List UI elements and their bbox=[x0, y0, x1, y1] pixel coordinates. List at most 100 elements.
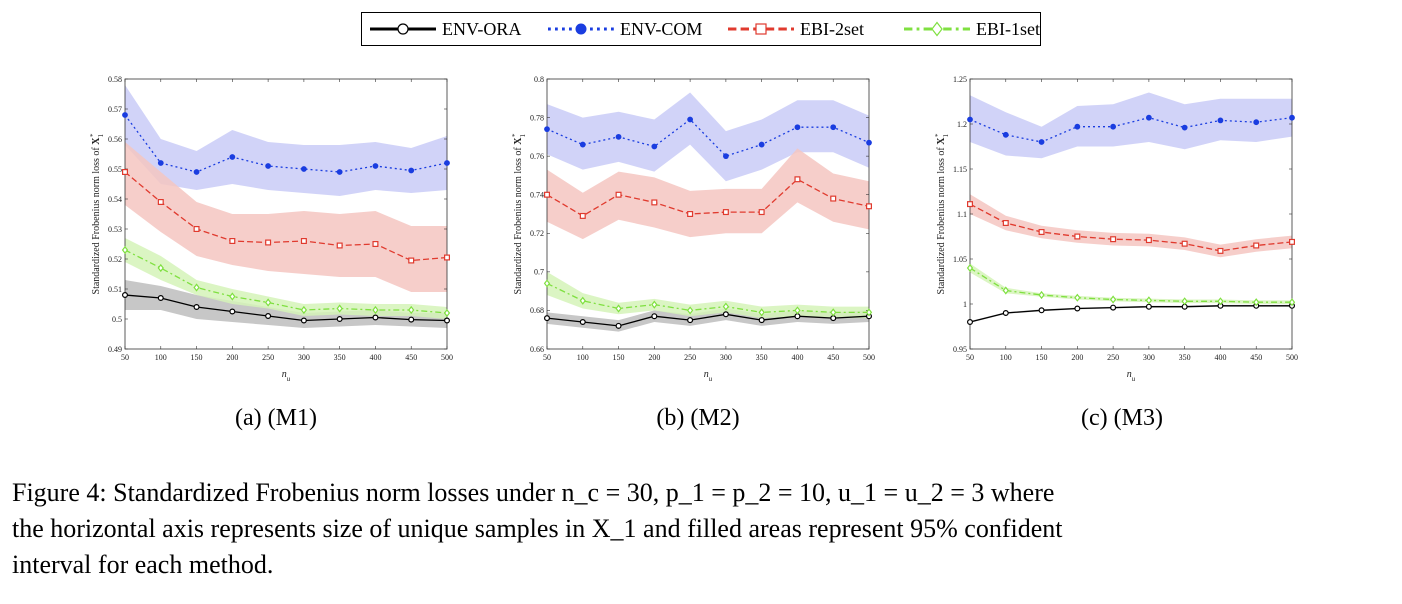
series-line-env-com bbox=[124, 114, 448, 173]
y-tick-label: 1.25 bbox=[953, 75, 967, 84]
legend-item-env-ora: ENV-ORA bbox=[368, 13, 521, 45]
y-tick-label: 0.52 bbox=[108, 255, 122, 264]
data-point-ebi-2set bbox=[830, 195, 837, 202]
x-tick-label: 300 bbox=[1143, 353, 1155, 362]
legend-marker-env-com bbox=[575, 23, 587, 35]
data-point-ebi-2set bbox=[1145, 237, 1152, 244]
data-point-ebi-1set bbox=[372, 305, 379, 315]
data-point-env-com bbox=[687, 116, 694, 123]
y-tick-label: 1.2 bbox=[957, 120, 967, 129]
data-point-env-com bbox=[758, 141, 765, 148]
data-point-env-ora bbox=[579, 319, 586, 326]
data-point-env-com bbox=[1038, 139, 1045, 145]
data-point-ebi-1set bbox=[264, 298, 272, 307]
y-tick-label: 0.74 bbox=[530, 191, 544, 200]
x-tick-label: 250 bbox=[684, 353, 696, 362]
y-tick-label: 0.68 bbox=[530, 306, 544, 315]
data-point-ebi-2set bbox=[193, 226, 200, 233]
data-point-ebi-2set bbox=[687, 211, 694, 218]
x-tick-label: 150 bbox=[613, 353, 625, 362]
y-tick-label: 0.54 bbox=[108, 195, 122, 204]
x-tick-label: 50 bbox=[543, 353, 551, 362]
data-point-ebi-1set bbox=[1181, 297, 1188, 306]
plot-frame bbox=[546, 78, 870, 350]
legend: ENV-ORA ENV-COM EBI-2set EBI-1set bbox=[361, 12, 1041, 46]
y-tick-label: 0.72 bbox=[530, 229, 544, 238]
ci-band-ebi-1set bbox=[125, 238, 447, 319]
data-point-env-com bbox=[579, 141, 586, 148]
data-point-env-com bbox=[444, 160, 450, 166]
legend-item-ebi-2set: EBI-2set bbox=[726, 13, 864, 45]
plot-frame bbox=[124, 78, 448, 350]
data-point-env-com bbox=[300, 166, 307, 172]
data-point-env-ora bbox=[651, 313, 658, 320]
series-line-env-ora bbox=[546, 313, 870, 327]
chart-svg-2: 0.66 0.68 0.7 0.72 0.74 0.76 0.78 0.8 50 100 150 20… bbox=[511, 75, 875, 383]
legend-label-env-ora: ENV-ORA bbox=[442, 18, 522, 39]
data-point-env-ora bbox=[966, 319, 973, 326]
x-tick-label: 500 bbox=[441, 353, 453, 362]
data-point-ebi-1set bbox=[408, 305, 415, 315]
x-tick-label: 150 bbox=[191, 353, 203, 362]
figure-caption-line-3: interval for each method. bbox=[12, 550, 274, 579]
data-point-ebi-2set bbox=[1110, 236, 1117, 243]
x-tick-label: 400 bbox=[369, 353, 381, 362]
data-point-env-ora bbox=[336, 316, 343, 323]
y-axis-label: Standardized Frobenius norm loss of X1* bbox=[89, 133, 105, 294]
x-tick-label: 400 bbox=[791, 353, 803, 362]
data-point-ebi-1set bbox=[229, 292, 236, 301]
legend-label-ebi-2set: EBI-2set bbox=[800, 18, 864, 39]
y-tick-label: 0.76 bbox=[530, 152, 544, 161]
y-tick-label: 1.05 bbox=[953, 255, 967, 264]
y-tick-label: 0.8 bbox=[534, 75, 544, 84]
data-point-env-com bbox=[544, 126, 550, 133]
legend-item-ebi-1set: EBI-1set bbox=[902, 13, 1040, 45]
data-point-ebi-2set bbox=[651, 199, 658, 206]
data-point-ebi-1set bbox=[543, 279, 551, 288]
x-tick-label: 450 bbox=[827, 353, 839, 362]
chart-panel-m2: 0.66 0.68 0.7 0.72 0.74 0.76 0.78 0.8 50 100 150 20… bbox=[511, 70, 875, 383]
data-point-ebi-2set bbox=[1002, 220, 1009, 227]
data-point-env-ora bbox=[193, 304, 200, 311]
legend-marker-ebi-2set bbox=[755, 23, 767, 35]
data-point-ebi-2set bbox=[866, 203, 873, 210]
x-tick-label: 350 bbox=[334, 353, 346, 362]
data-point-ebi-2set bbox=[543, 191, 550, 198]
data-point-env-com bbox=[122, 112, 128, 118]
data-point-ebi-1set bbox=[579, 296, 586, 305]
data-point-ebi-2set bbox=[1038, 229, 1045, 236]
data-point-ebi-1set bbox=[1253, 298, 1260, 307]
figure-caption-line-1: Figure 4: Standardized Frobenius norm lo… bbox=[12, 478, 1055, 507]
figure-caption: Figure 4: Standardized Frobenius norm lo… bbox=[12, 475, 1392, 583]
x-tick-label: 200 bbox=[648, 353, 660, 362]
legend-label-env-com: ENV-COM bbox=[620, 18, 703, 39]
chart-panel-m1: 0.49 0.5 0.51 0.52 0.53 0.54 0.55 0.56 0.57 0.58 5… bbox=[89, 70, 453, 383]
chart-svg-3: 0.95 1 1.05 1.1 1.15 1.2 1.25 50 100 150 200 250 300… bbox=[934, 75, 1298, 383]
data-point-ebi-1set bbox=[1002, 286, 1009, 295]
data-point-ebi-2set bbox=[336, 242, 343, 249]
y-tick-label: 0.5 bbox=[112, 315, 122, 324]
ci-band-ebi-2set bbox=[125, 142, 447, 292]
ci-band-env-com bbox=[970, 92, 1292, 159]
x-tick-label: 100 bbox=[577, 353, 589, 362]
data-point-env-com bbox=[651, 143, 658, 150]
data-point-ebi-1set bbox=[1038, 290, 1045, 300]
y-tick-label: 1.15 bbox=[953, 165, 967, 174]
x-tick-label: 350 bbox=[756, 353, 768, 362]
data-point-env-ora bbox=[157, 295, 164, 302]
data-point-env-ora bbox=[300, 317, 307, 324]
data-point-ebi-2set bbox=[758, 209, 765, 216]
data-point-ebi-1set bbox=[157, 263, 164, 273]
data-point-env-ora bbox=[1074, 305, 1081, 312]
data-point-env-com bbox=[615, 133, 622, 140]
x-tick-label: 200 bbox=[1071, 353, 1083, 362]
ci-band-env-com bbox=[547, 92, 869, 182]
chart-svg-1: 0.49 0.5 0.51 0.52 0.53 0.54 0.55 0.56 0.57 0.58 5… bbox=[89, 75, 453, 383]
y-axis-label: Standardized Frobenius norm loss of X1* bbox=[511, 133, 527, 294]
data-point-ebi-1set bbox=[193, 283, 200, 292]
x-tick-label: 200 bbox=[226, 353, 238, 362]
ci-band-ebi-1set bbox=[970, 263, 1292, 304]
legend-swatch-ebi-2set bbox=[728, 23, 794, 35]
data-point-ebi-1set bbox=[651, 300, 658, 309]
legend-marker-env-ora bbox=[397, 23, 409, 35]
